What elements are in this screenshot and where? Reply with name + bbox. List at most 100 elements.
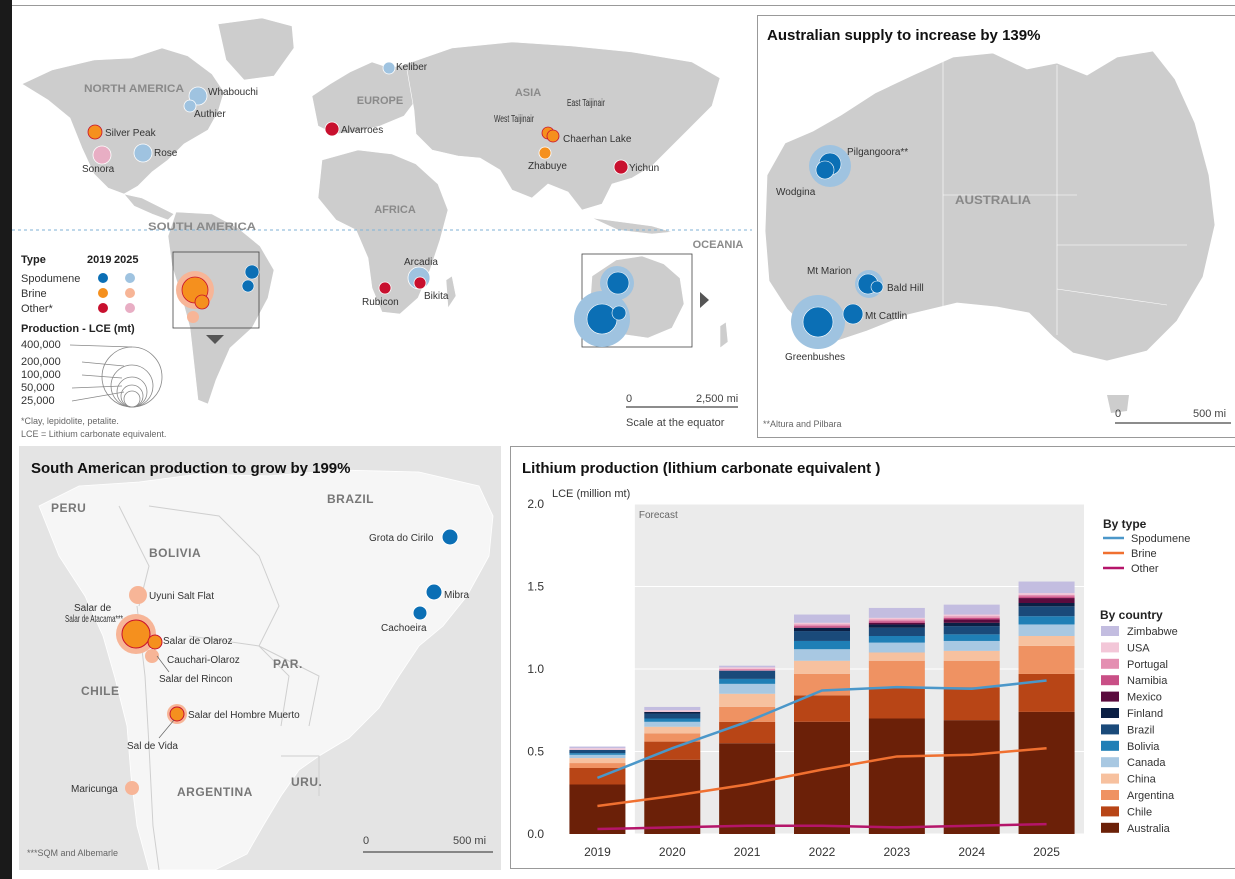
bar-segment-canada-2025[interactable] <box>1018 624 1075 636</box>
line-brine[interactable] <box>597 746 1047 808</box>
bar-segment-portugal-2024[interactable] <box>943 616 1000 618</box>
bar-segment-chile-2021[interactable] <box>719 721 776 744</box>
line-spodumene[interactable] <box>596 679 1047 780</box>
bar-segment-namibia-2024[interactable] <box>943 617 1000 620</box>
bar-segment-canada-2023[interactable] <box>868 642 925 653</box>
bar-segment-canada-2019[interactable] <box>569 754 626 759</box>
bar-segment-usa-2019[interactable] <box>569 748 626 750</box>
bar-segment-zimbabwe-2021[interactable] <box>719 665 776 668</box>
bar-segment-china-2020[interactable] <box>644 726 701 734</box>
bar-segment-portugal-2022[interactable] <box>794 624 850 627</box>
bar-segment-portugal-2023[interactable] <box>868 619 925 622</box>
bar-segment-argentina-2020[interactable] <box>644 733 701 742</box>
bar-segment-brazil-2024[interactable] <box>943 626 1000 635</box>
bar-segment-brazil-2021[interactable] <box>719 670 776 679</box>
au-inset-pointer-arrow[interactable] <box>700 292 709 308</box>
bar-segment-namibia-2022[interactable] <box>794 626 850 628</box>
legend-note-lce: LCE = Lithium carbonate equivalent. <box>21 429 166 439</box>
bar-segment-canada-2020[interactable] <box>644 721 701 727</box>
bar-segment-china-2024[interactable] <box>943 650 1000 661</box>
bar-segment-zimbabwe-2024[interactable] <box>943 604 1000 615</box>
bar-segment-argentina-2025[interactable] <box>1018 645 1075 674</box>
bar-segment-usa-2020[interactable] <box>644 710 701 712</box>
bar-segment-australia-2023[interactable] <box>868 718 925 835</box>
sa-marker-atacama <box>121 619 151 649</box>
bar-segment-china-2023[interactable] <box>868 652 925 661</box>
bar-segment-finland-2024[interactable] <box>943 622 1000 627</box>
bar-segment-chile-2024[interactable] <box>943 687 1000 721</box>
bar-segment-australia-2024[interactable] <box>943 720 1000 834</box>
bar-segment-finland-2020[interactable] <box>644 711 701 714</box>
bar-segment-canada-2024[interactable] <box>943 640 1000 651</box>
bar-segment-portugal-2025[interactable] <box>1018 594 1075 597</box>
bar-segment-zimbabwe-2020[interactable] <box>644 706 701 711</box>
bar-segment-china-2022[interactable] <box>794 660 850 674</box>
sa-label-sal-de-vida: Sal de Vida <box>127 741 178 752</box>
bar-segment-portugal-2021[interactable] <box>719 669 776 671</box>
bar-segment-china-2021[interactable] <box>719 693 776 707</box>
sa-panel-title: South American production to grow by 199… <box>31 460 350 477</box>
site-label-alvarroes: Alvarroes <box>341 125 383 136</box>
bar-segment-bolivia-2023[interactable] <box>868 636 925 643</box>
site-marker-alvarroes <box>324 121 340 137</box>
bar-segment-usa-2025[interactable] <box>1018 593 1075 595</box>
bar-segment-canada-2021[interactable] <box>719 683 776 694</box>
line-other[interactable] <box>597 822 1047 831</box>
bar-segment-bolivia-2025[interactable] <box>1018 616 1075 625</box>
bar-segment-brazil-2020[interactable] <box>644 713 701 719</box>
legend-by-type-heading: By type <box>1103 517 1147 531</box>
bar-segment-brazil-2025[interactable] <box>1018 606 1075 617</box>
bar-segment-usa-2022[interactable] <box>794 622 850 625</box>
bar-segment-bolivia-2024[interactable] <box>943 634 1000 641</box>
bar-segment-argentina-2022[interactable] <box>794 673 850 696</box>
bar-segment-brazil-2022[interactable] <box>794 631 850 641</box>
bar-segment-usa-2023[interactable] <box>868 617 925 620</box>
bar-segment-china-2025[interactable] <box>1018 636 1075 646</box>
bar-segment-argentina-2023[interactable] <box>868 660 925 688</box>
bar-segment-namibia-2025[interactable] <box>1018 596 1075 599</box>
legend-swatch-china <box>1101 773 1119 784</box>
legend-label-spodumene: Spodumene <box>1131 533 1190 545</box>
bar-segment-bolivia-2020[interactable] <box>644 718 701 722</box>
bar-segment-chile-2020[interactable] <box>644 741 701 760</box>
bar-segment-mexico-2025[interactable] <box>1018 598 1075 603</box>
bar-segment-usa-2024[interactable] <box>943 614 1000 617</box>
bar-segment-mexico-2024[interactable] <box>943 619 1000 623</box>
bar-segment-finland-2023[interactable] <box>868 624 925 628</box>
bar-segment-mexico-2023[interactable] <box>868 622 925 625</box>
bar-segment-brazil-2023[interactable] <box>868 627 925 636</box>
legend-swatch-finland <box>1101 708 1119 718</box>
bar-segment-argentina-2024[interactable] <box>943 660 1000 688</box>
bar-segment-usa-2021[interactable] <box>719 667 776 669</box>
bar-segment-zimbabwe-2025[interactable] <box>1018 581 1075 594</box>
bar-segment-namibia-2023[interactable] <box>868 621 925 623</box>
bar-segment-australia-2022[interactable] <box>794 721 850 834</box>
bar-segment-canada-2022[interactable] <box>794 649 850 661</box>
sa-inset-pointer-arrow[interactable] <box>206 335 224 344</box>
site-marker-keliber <box>382 61 396 75</box>
legend-size-50000: 50,000 <box>21 382 55 394</box>
bar-segment-australia-2019[interactable] <box>569 784 626 835</box>
legend-label-mexico: Mexico <box>1127 692 1162 704</box>
site-label-silver-peak: Silver Peak <box>105 128 157 139</box>
sa-label-rincon: Salar del Rincon <box>159 674 232 685</box>
bar-segment-chile-2025[interactable] <box>1018 673 1075 712</box>
bar-segment-finland-2025[interactable] <box>1018 603 1075 607</box>
bar-segment-chile-2023[interactable] <box>868 687 925 719</box>
bar-segment-zimbabwe-2023[interactable] <box>868 607 925 618</box>
legend-swatch-portugal <box>1101 658 1119 669</box>
bar-segment-finland-2022[interactable] <box>794 627 850 632</box>
bar-segment-argentina-2019[interactable] <box>569 763 626 768</box>
bar-segment-zimbabwe-2019[interactable] <box>569 746 626 749</box>
bar-segment-bolivia-2019[interactable] <box>569 753 626 755</box>
bar-segment-bolivia-2022[interactable] <box>794 640 850 650</box>
bar-segment-bolivia-2021[interactable] <box>719 678 776 684</box>
south-america-inset-box[interactable] <box>172 251 260 329</box>
bar-segment-chile-2022[interactable] <box>794 695 850 722</box>
bar-segment-brazil-2019[interactable] <box>569 749 626 754</box>
bar-segment-zimbabwe-2022[interactable] <box>794 614 850 623</box>
au-scale-zero: 0 <box>1115 408 1121 420</box>
bar-segment-australia-2025[interactable] <box>1018 711 1075 834</box>
bar-segment-china-2019[interactable] <box>569 758 626 764</box>
bar-segment-argentina-2021[interactable] <box>719 706 776 722</box>
